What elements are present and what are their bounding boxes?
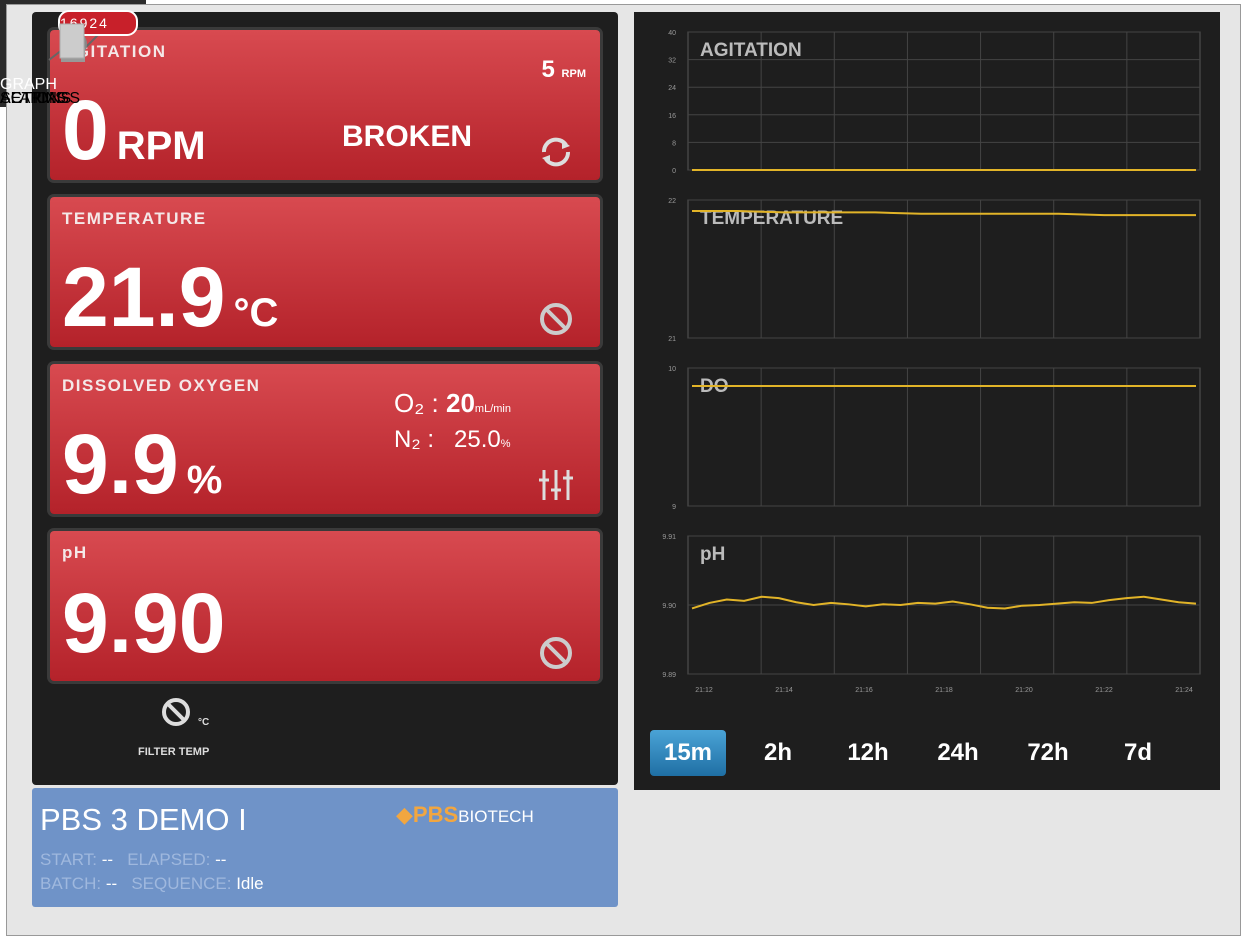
charts: 0816243240AGITATION2122TEMPERATURE910DO9… bbox=[662, 30, 1201, 694]
tab-label: SETTINGS bbox=[0, 90, 81, 107]
chart-title: pH bbox=[700, 544, 725, 565]
start-label: START: bbox=[40, 850, 97, 869]
y-tick-label: 21 bbox=[668, 336, 676, 343]
x-tick-label: 21:12 bbox=[695, 687, 713, 694]
value: 9.9% bbox=[62, 422, 222, 506]
alarm-badge: 16924 bbox=[58, 10, 138, 36]
range-button[interactable]: 7d bbox=[1123, 739, 1152, 766]
y-tick-label: 32 bbox=[668, 58, 676, 65]
temperature-panel: TEMPERATURE 21.9 °C bbox=[50, 197, 600, 347]
y-tick-label: 8 bbox=[672, 140, 676, 147]
label: pH bbox=[62, 543, 88, 562]
elapsed: -- bbox=[215, 850, 227, 869]
o2-row: O₂ : 20mL/min bbox=[394, 388, 511, 419]
value-number: 0 bbox=[62, 83, 109, 177]
range-button[interactable]: 12h bbox=[847, 739, 889, 766]
setpoint: 5 RPM bbox=[542, 56, 586, 84]
chart-title: AGITATION bbox=[700, 40, 802, 61]
chart-frame bbox=[687, 199, 1201, 339]
value: 9.90 bbox=[62, 576, 226, 670]
sequence: Idle bbox=[236, 874, 264, 893]
range-button[interactable]: 24h bbox=[937, 739, 979, 766]
status: BROKEN bbox=[342, 120, 473, 153]
label: TEMPERATURE bbox=[62, 209, 207, 228]
y-tick-label: 10 bbox=[668, 366, 676, 373]
y-tick-label: 9.89 bbox=[662, 672, 676, 679]
y-tick-label: 40 bbox=[668, 30, 676, 37]
do-panel: DISSOLVED OXYGEN O₂ : 20mL/min N₂ : 25.0… bbox=[50, 364, 600, 514]
filter-unit: °C bbox=[198, 717, 210, 728]
y-tick-label: 9.90 bbox=[662, 603, 676, 610]
value: 0 RPM bbox=[62, 88, 206, 172]
x-tick-label: 21:20 bbox=[1015, 687, 1033, 694]
tab-label: GRAPH bbox=[0, 76, 57, 93]
setpoint-unit: RPM bbox=[561, 68, 586, 80]
tab-label: ALARMS bbox=[0, 90, 66, 107]
tab-label: ACTIONS bbox=[0, 90, 72, 107]
range-button[interactable]: 2h bbox=[763, 739, 792, 766]
value-unit: RPM bbox=[116, 124, 206, 168]
o2-label: O₂ : bbox=[394, 388, 439, 418]
x-tick-label: 21:18 bbox=[935, 687, 953, 694]
y-tick-label: 0 bbox=[672, 168, 676, 175]
agitation-panel: AGITATION 5 RPM 0 RPM BROKEN bbox=[50, 30, 600, 180]
setpoint-value: 5 bbox=[541, 56, 555, 83]
batch: -- bbox=[105, 874, 118, 893]
o2-value: 20 bbox=[446, 388, 475, 418]
value-unit: °C bbox=[233, 291, 279, 335]
left-panel: AGITATION 5 RPM 0 RPM BROKEN TEMPERATURE … bbox=[32, 12, 618, 785]
logo-text: BIOTECH bbox=[458, 807, 534, 826]
n2-row: N₂ : 25.0% bbox=[394, 426, 511, 454]
filter-label: FILTER TEMP bbox=[138, 746, 210, 758]
info-box: PBS 3 DEMO I ◆PBSBIOTECH START: -- ELAPS… bbox=[32, 788, 618, 907]
value: 21.9 °C bbox=[62, 255, 278, 339]
o2-unit: mL/min bbox=[474, 403, 511, 415]
y-tick-label: 24 bbox=[668, 85, 676, 92]
label: AGITATION bbox=[62, 42, 167, 61]
batch-label: BATCH: bbox=[40, 874, 102, 893]
value-number: 9.9 bbox=[62, 417, 179, 511]
range-button[interactable]: 15m bbox=[650, 730, 726, 776]
logo: ◆PBSBIOTECH bbox=[396, 802, 534, 827]
x-tick-label: 21:14 bbox=[775, 687, 793, 694]
disabled-icon[interactable] bbox=[538, 635, 574, 671]
y-tick-label: 22 bbox=[668, 198, 676, 205]
n2-unit: % bbox=[500, 438, 511, 450]
value-number: 21.9 bbox=[62, 250, 226, 344]
range-button[interactable]: 72h bbox=[1027, 739, 1069, 766]
chart-frame bbox=[687, 31, 1201, 171]
logo-mark: PBS bbox=[412, 802, 459, 827]
data-line bbox=[692, 210, 1196, 217]
y-tick-label: 9.91 bbox=[662, 534, 676, 541]
data-line bbox=[691, 595, 1197, 610]
sliders-icon[interactable] bbox=[538, 468, 574, 502]
value-unit: % bbox=[186, 458, 223, 502]
x-tick-label: 21:16 bbox=[855, 687, 873, 694]
x-tick-label: 21:22 bbox=[1095, 687, 1113, 694]
x-tick-label: 21:24 bbox=[1175, 687, 1193, 694]
filter-icon[interactable] bbox=[160, 696, 196, 732]
n2-value: 25.0 bbox=[454, 426, 501, 453]
tab-icon bbox=[59, 23, 85, 59]
start: -- bbox=[101, 850, 114, 869]
sequence-label: SEQUENCE: bbox=[131, 874, 232, 893]
run-row-1: START: -- ELAPSED: -- bbox=[40, 850, 226, 870]
elapsed-label: ELAPSED: bbox=[127, 850, 211, 869]
ph-panel: pH 9.90 bbox=[50, 531, 600, 681]
y-tick-label: 9 bbox=[672, 504, 676, 511]
y-tick-label: 16 bbox=[668, 113, 676, 120]
refresh-icon[interactable] bbox=[536, 132, 576, 172]
disabled-icon[interactable] bbox=[538, 301, 574, 337]
device-name: PBS 3 DEMO I bbox=[40, 802, 247, 837]
chart-frame bbox=[687, 367, 1201, 507]
run-row-2: BATCH: -- SEQUENCE: Idle bbox=[40, 874, 264, 894]
label: DISSOLVED OXYGEN bbox=[62, 376, 261, 395]
n2-label: N₂ : bbox=[394, 426, 434, 453]
